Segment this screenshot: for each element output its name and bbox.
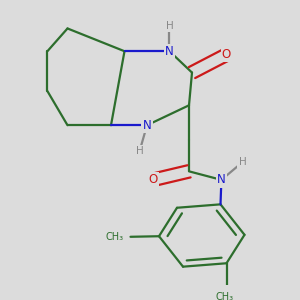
Text: O: O xyxy=(148,173,158,186)
Text: O: O xyxy=(222,48,231,61)
Text: CH₃: CH₃ xyxy=(106,232,124,242)
Text: H: H xyxy=(238,157,246,167)
Text: N: N xyxy=(142,119,152,132)
Text: N: N xyxy=(217,173,226,186)
Text: H: H xyxy=(166,21,173,31)
Text: N: N xyxy=(165,45,174,58)
Text: CH₃: CH₃ xyxy=(216,292,234,300)
Text: H: H xyxy=(136,146,143,156)
